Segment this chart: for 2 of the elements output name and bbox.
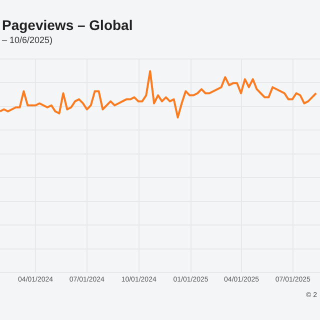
chart-subtitle: – 10/6/2025) xyxy=(2,35,53,45)
chart-title: Pageviews – Global xyxy=(2,17,133,33)
